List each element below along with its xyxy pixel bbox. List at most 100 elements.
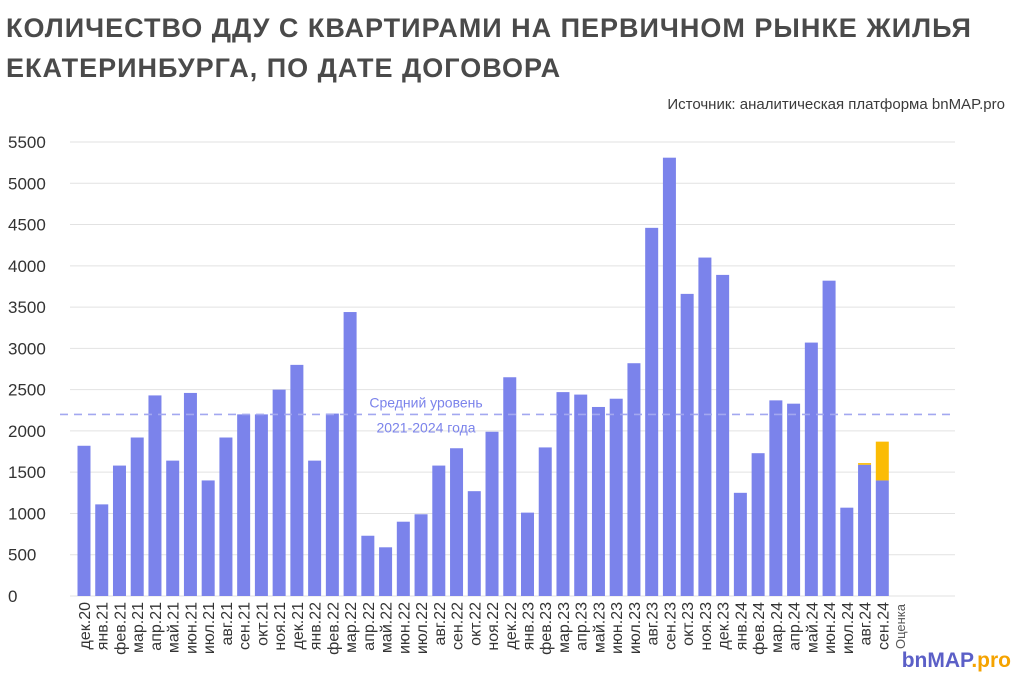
bar (787, 403, 801, 596)
y-tick-label: 0 (8, 587, 17, 606)
bar (485, 431, 499, 596)
bar (662, 157, 676, 596)
x-tick-label: фев.21 (112, 602, 129, 655)
bar (698, 257, 712, 596)
bar (237, 414, 251, 596)
bar (396, 521, 410, 596)
y-tick-label: 2000 (8, 422, 46, 441)
x-tick-label: дек.22 (503, 602, 520, 650)
x-tick-label: сен.23 (662, 602, 679, 650)
x-tick-label: авг.24 (858, 602, 875, 646)
x-tick-label: фев.22 (325, 602, 342, 655)
bar (716, 274, 730, 596)
bar (733, 492, 747, 596)
y-tick-label: 500 (8, 546, 36, 565)
bar (680, 293, 694, 596)
x-tick-label: фев.23 (538, 602, 555, 655)
x-tick-label: апр.22 (361, 602, 378, 651)
x-tick-label: июн.22 (396, 602, 413, 654)
x-tick-label: фев.24 (751, 602, 768, 655)
x-tick-label: сен.24 (875, 602, 892, 650)
y-tick-label: 5000 (8, 174, 46, 193)
bar (858, 464, 872, 596)
bar (325, 413, 339, 596)
bar (148, 395, 162, 596)
bar (95, 504, 109, 596)
bar (556, 392, 570, 596)
bar (627, 363, 641, 596)
y-tick-label: 2500 (8, 381, 46, 400)
x-tick-label: дек.20 (77, 602, 94, 650)
bar (112, 465, 126, 596)
x-tick-label: окт.21 (254, 602, 271, 646)
y-axis-ticks: 0 500 1000 1500 2000 2500 3000 3500 4000 4500 5000… (8, 133, 46, 606)
bar (645, 227, 659, 596)
bar (254, 414, 268, 596)
x-tick-label: сен.22 (450, 602, 467, 650)
x-tick-label: окт.22 (467, 602, 484, 646)
x-tick-label: апр.23 (574, 602, 591, 651)
bar (219, 437, 233, 596)
y-tick-label: 4500 (8, 216, 46, 235)
x-tick-label: июл.22 (414, 602, 431, 654)
bar (574, 394, 588, 596)
x-tick-label: окт.23 (680, 602, 697, 646)
y-tick-label: 3500 (8, 298, 46, 317)
bar (414, 514, 428, 596)
bar (804, 342, 818, 596)
bar (290, 364, 304, 596)
bar (521, 512, 534, 596)
x-tick-label: май.23 (591, 602, 608, 653)
x-tick-label: авг.21 (219, 602, 236, 646)
x-tick-label: ноя.23 (698, 602, 715, 651)
x-tick-label: май.22 (379, 602, 396, 653)
x-tick-label: ноя.22 (485, 602, 502, 651)
x-tick-label: май.24 (804, 602, 821, 653)
x-tick-label: июл.21 (201, 602, 218, 654)
bar (822, 280, 836, 596)
brand-main: bnMAP (901, 649, 972, 672)
y-tick-label: 1500 (8, 463, 46, 482)
bar (432, 465, 446, 596)
bar (875, 480, 889, 596)
bar-estimate (858, 463, 872, 465)
x-tick-label: янв.21 (95, 602, 112, 650)
x-tick-label: мар.21 (130, 602, 147, 653)
x-tick-label: мар.22 (343, 602, 360, 653)
y-tick-label: 3000 (8, 339, 46, 358)
bar (751, 453, 765, 596)
x-tick-label: авг.22 (432, 602, 449, 646)
x-tick-label: июл.23 (627, 602, 644, 654)
x-tick-label: июн.23 (609, 602, 626, 654)
x-tick-label: янв.23 (521, 602, 538, 650)
bar (379, 547, 393, 596)
bar (77, 445, 91, 596)
x-tick-label: апр.24 (787, 602, 804, 651)
bar (450, 448, 464, 596)
average-label: 2021-2024 года (376, 419, 475, 435)
bar (361, 535, 375, 596)
x-tick-label: сен.21 (237, 602, 254, 650)
bar (503, 377, 517, 596)
y-tick-label: 4000 (8, 257, 46, 276)
bar (591, 406, 605, 596)
bar (840, 507, 854, 596)
x-tick-label: авг.23 (645, 602, 662, 646)
bar (769, 400, 783, 596)
x-tick-label: ноя.21 (272, 602, 289, 651)
bar (538, 447, 552, 596)
x-tick-label: дек.21 (290, 602, 307, 650)
y-tick-label: 1000 (8, 504, 46, 523)
bar (166, 460, 180, 596)
x-tick-label: июл.24 (840, 602, 857, 654)
x-tick-label: мар.23 (556, 602, 573, 653)
x-tick-label: апр.21 (148, 602, 165, 651)
x-tick-label: июн.21 (183, 602, 200, 654)
x-tick-label: янв.22 (308, 602, 325, 650)
x-tick-label: май.21 (166, 602, 183, 653)
bar (130, 437, 144, 596)
bar (343, 312, 357, 596)
source-note: Источник: аналитическая платформа bnMAP.… (667, 96, 1005, 113)
x-axis-ticks: дек.20 янв.21 фев.21 мар.21 апр.21 май.21 июн.… (77, 602, 908, 655)
